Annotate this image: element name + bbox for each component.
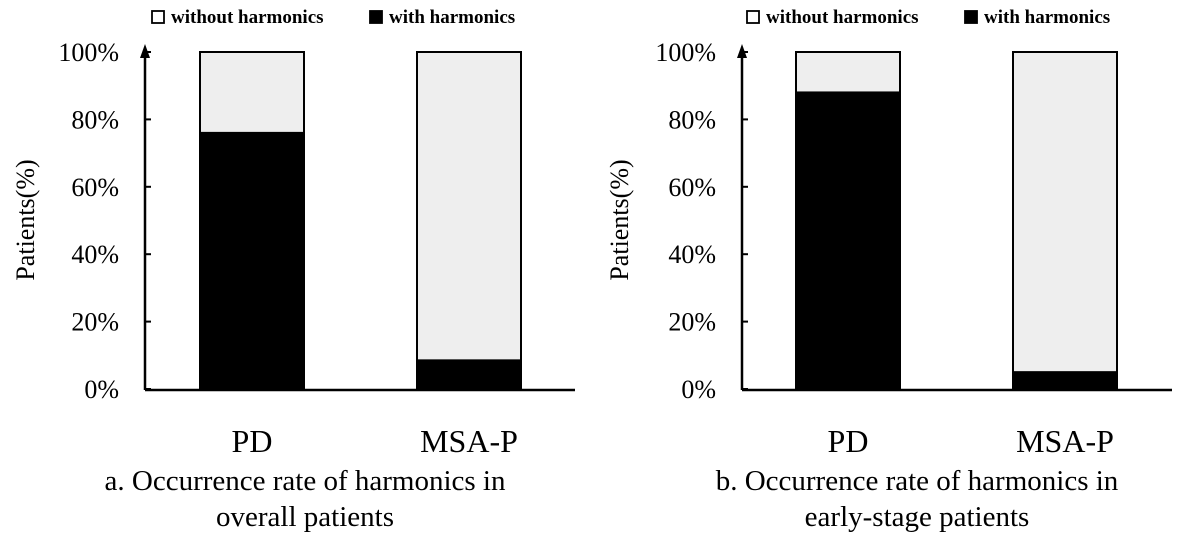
legend-label: without harmonics	[766, 7, 919, 28]
chart-panel-a: PD MSA-P 0% 20% 40% 60% 80% 100% Patients(%) with…	[11, 7, 575, 533]
x-tick-label: PD	[828, 423, 869, 459]
x-tick-label: PD	[232, 423, 273, 459]
y-tick-label: 20%	[71, 308, 119, 337]
y-tick-label: 60%	[71, 173, 119, 202]
legend-swatch	[151, 10, 165, 24]
y-tick-label: 100%	[58, 38, 119, 67]
chart-panel-b: PD MSA-P 0% 20% 40% 60% 80% 100% Patients(%) with…	[605, 7, 1172, 533]
legend-swatch	[369, 10, 383, 24]
y-tick-label: 100%	[655, 38, 716, 67]
y-tick-label: 40%	[668, 240, 716, 269]
y-tick-label: 40%	[71, 240, 119, 269]
chart-caption-line: a. Occurrence rate of harmonics in	[105, 465, 506, 497]
bar-pd-with-harmonics	[795, 91, 901, 390]
bar-pd-without-harmonics	[795, 51, 901, 94]
bar-msa-p-with-harmonics	[1012, 371, 1118, 390]
legend-swatch	[964, 10, 978, 24]
y-tick-label: 60%	[668, 173, 716, 202]
y-tick-label: 0%	[84, 375, 119, 404]
x-tick-label: MSA-P	[1016, 423, 1114, 459]
bar-msa-p-without-harmonics	[1012, 51, 1118, 374]
legend-label: with harmonics	[389, 7, 515, 28]
bar-pd-without-harmonics	[199, 51, 305, 134]
legend-label: without harmonics	[171, 7, 324, 28]
x-tick-label: MSA-P	[420, 423, 518, 459]
chart-caption-line: overall patients	[216, 501, 394, 533]
y-axis-label: Patients(%)	[11, 159, 40, 280]
y-tick-label: 80%	[668, 105, 716, 134]
chart-caption-line: early-stage patients	[805, 501, 1030, 533]
y-tick-label: 0%	[681, 375, 716, 404]
y-tick-label: 80%	[71, 105, 119, 134]
chart-caption-line: b. Occurrence rate of harmonics in	[716, 465, 1119, 497]
bar-pd-with-harmonics	[199, 131, 305, 390]
bar-msa-p-with-harmonics	[416, 359, 522, 391]
y-axis-label: Patients(%)	[605, 159, 634, 280]
legend-label: with harmonics	[984, 7, 1110, 28]
y-tick-label: 20%	[668, 308, 716, 337]
bar-msa-p-without-harmonics	[416, 51, 522, 362]
legend-swatch	[746, 10, 760, 24]
